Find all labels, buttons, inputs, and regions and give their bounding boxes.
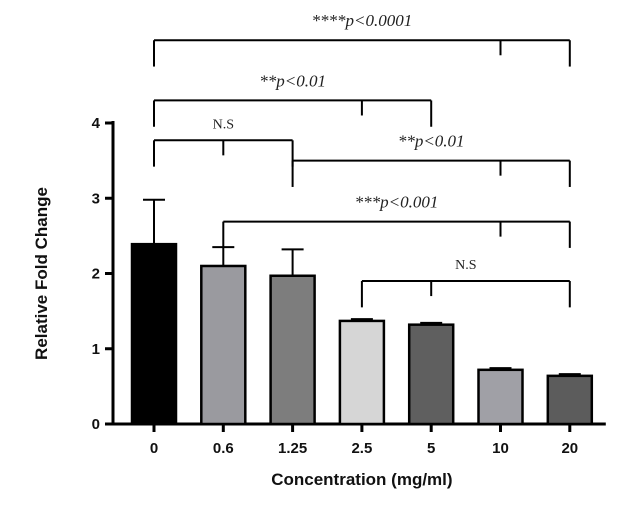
bar	[130, 242, 178, 426]
significance-brackets: ****p<0.0001 **p<0.01 N.S **p<0.01 ***p<0.00…	[153, 11, 571, 308]
significance-label: ****p<0.0001	[312, 11, 413, 30]
x-tick-label: 2.5	[351, 440, 372, 457]
bars	[130, 242, 594, 426]
y-axis: 0 1 2 3 4	[92, 115, 115, 433]
y-tick-label: 1	[92, 341, 100, 358]
significance-label: N.S	[213, 117, 234, 132]
x-tick-label: 0.6	[213, 440, 234, 457]
significance-label: N.S	[455, 258, 476, 273]
bar	[407, 323, 455, 426]
bar	[200, 264, 247, 426]
y-tick-label: 0	[92, 416, 100, 433]
x-tick-label: 10	[492, 440, 509, 457]
y-tick-label: 4	[92, 115, 101, 132]
x-tick-label: 5	[427, 440, 435, 457]
x-axis: 0 0.6 1.25 2.5 5 10 20	[111, 422, 606, 457]
significance-label: **p<0.01	[398, 132, 465, 151]
y-tick-label: 3	[92, 190, 100, 207]
x-axis-label: Concentration (mg/ml)	[271, 470, 452, 489]
x-tick-label: 1.25	[278, 440, 307, 457]
y-tick-label: 2	[92, 266, 100, 283]
bar	[546, 374, 594, 426]
x-tick-label: 0	[150, 440, 158, 457]
x-tick-label: 20	[561, 440, 578, 457]
significance-label: ***p<0.001	[355, 193, 439, 212]
bar	[338, 319, 386, 426]
y-axis-label: Relative Fold Change	[32, 187, 51, 360]
significance-label: **p<0.01	[259, 71, 326, 90]
bar	[477, 368, 524, 426]
bar	[269, 274, 316, 426]
